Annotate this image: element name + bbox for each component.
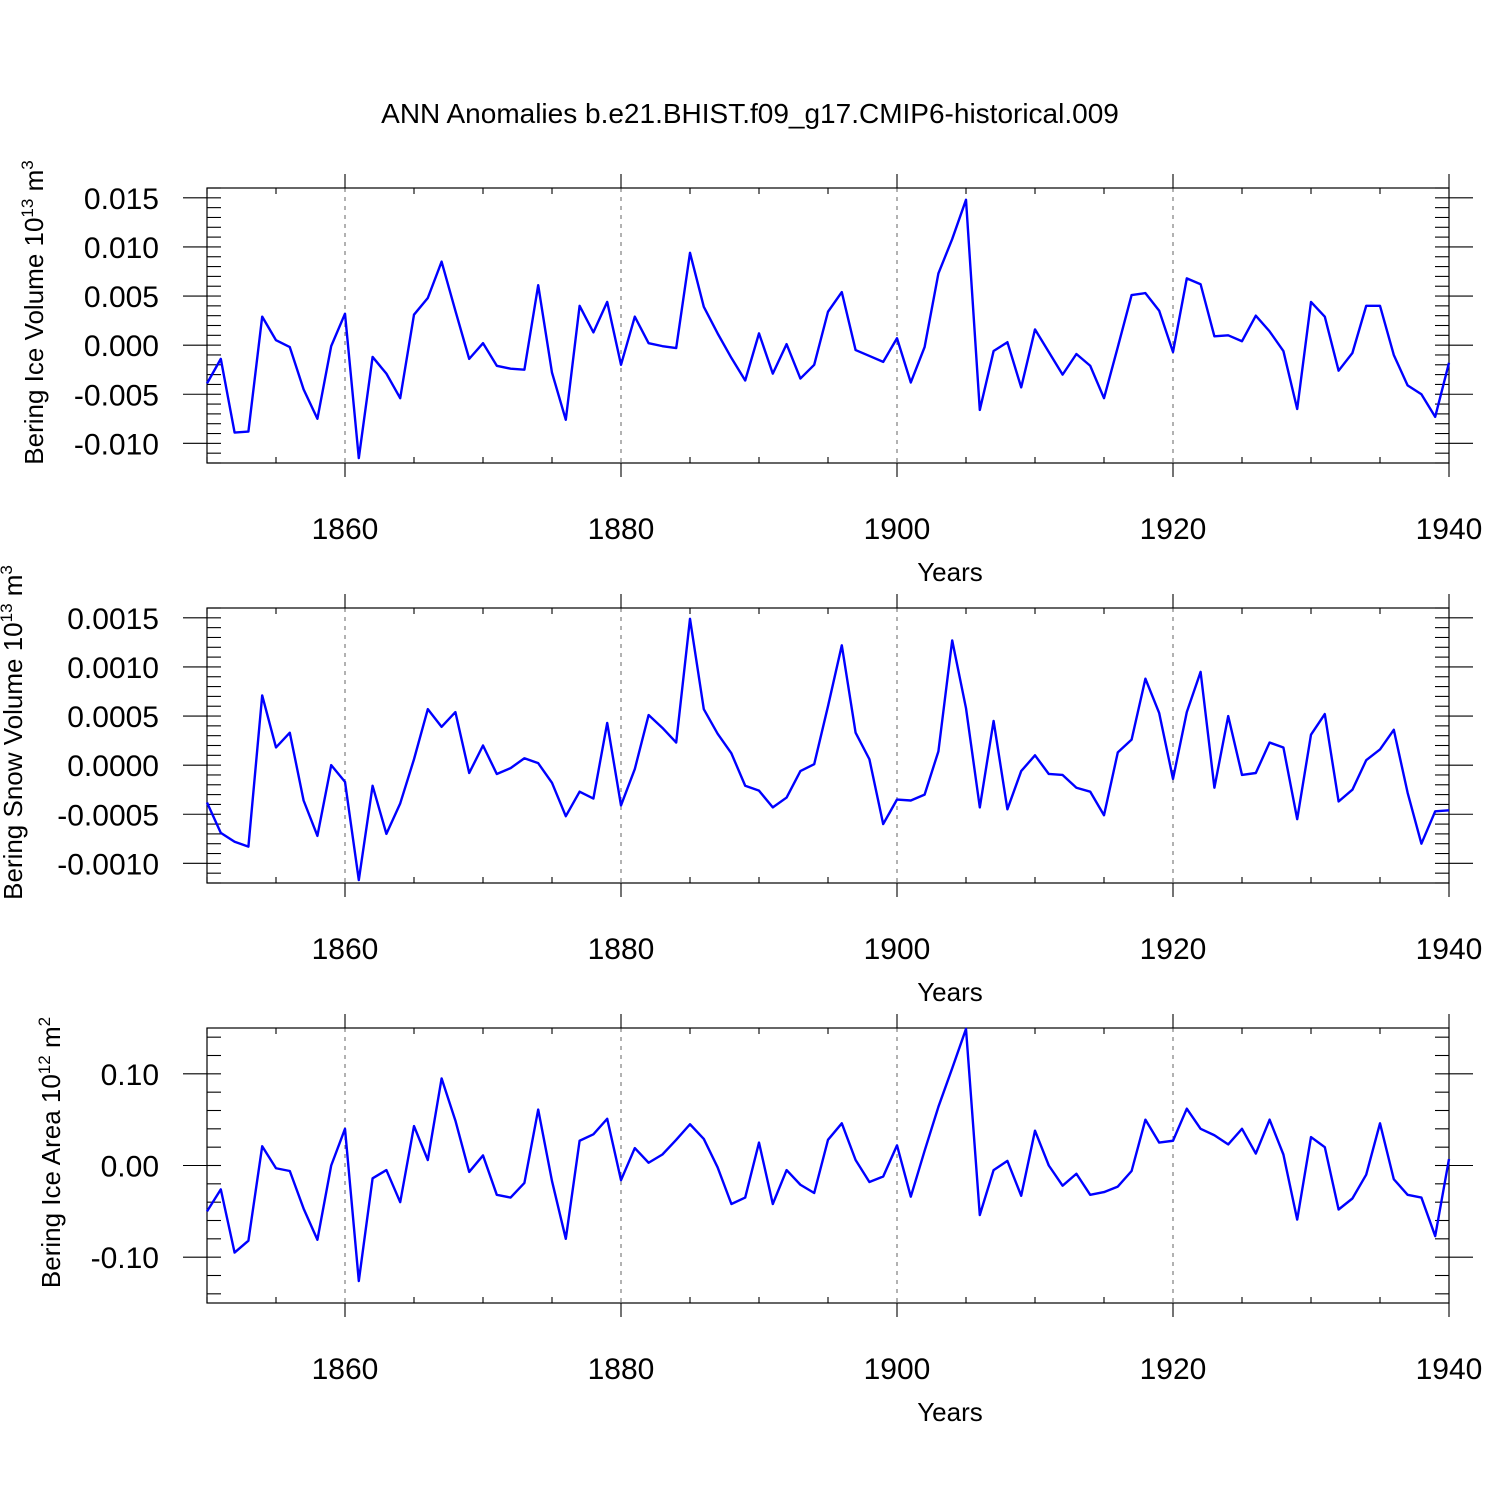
series-line [205, 617, 1450, 882]
x-tick-label: 1880 [588, 513, 655, 546]
y-tick-label: 0.0000 [67, 750, 159, 783]
x-tick-label: 1940 [1416, 933, 1483, 966]
y-tick-label: 0.00 [101, 1151, 159, 1184]
y-tick-label: 0.005 [84, 281, 159, 314]
y-tick-label: -0.0010 [57, 848, 159, 881]
y-axis-label: Bering Ice Area 1012 m2 [35, 1017, 66, 1288]
y-tick-label: -0.010 [74, 428, 159, 461]
x-tick-label: 1920 [1140, 933, 1207, 966]
x-tick-label: 1940 [1416, 1353, 1483, 1386]
y-tick-label: -0.10 [91, 1242, 159, 1275]
x-tick-label: 1880 [588, 1353, 655, 1386]
plot-frame [206, 607, 1450, 884]
y-tick-label: 0.10 [101, 1059, 159, 1092]
x-tick-label: 1900 [864, 513, 931, 546]
plot-frame [206, 1027, 1450, 1304]
x-axis-label: Years [917, 1397, 983, 1427]
x-tick-label: 1860 [312, 933, 379, 966]
x-axis-label: Years [917, 977, 983, 1007]
x-axis-label: Years [917, 557, 983, 587]
y-axis-label: Bering Snow Volume 1013 m3 [0, 565, 28, 900]
x-tick-label: 1860 [312, 1353, 379, 1386]
x-tick-label: 1880 [588, 933, 655, 966]
series-line [205, 1027, 1451, 1283]
y-tick-label: 0.0010 [67, 652, 159, 685]
x-tick-label: 1900 [864, 933, 931, 966]
y-tick-label: -0.0005 [57, 799, 159, 832]
plot-frame [206, 187, 1450, 464]
x-tick-label: 1900 [864, 1353, 931, 1386]
panel-ice-area: 1860 1880 1900 1920 1940 0.10 0.00 -0.10 Years Be… [35, 1014, 1482, 1427]
x-tick-label: 1920 [1140, 513, 1207, 546]
y-tick-label: 0.015 [84, 183, 159, 216]
y-axis-label: Bering Ice Volume 1013 m3 [18, 160, 49, 464]
panel-snow-volume: 1860 1880 1900 1920 1940 0.0015 0.0010 0.0005 0.… [0, 565, 1482, 1007]
y-tick-label: 0.000 [84, 330, 159, 363]
y-tick-label: -0.005 [74, 379, 159, 412]
x-tick-label: 1860 [312, 513, 379, 546]
series-line [205, 198, 1451, 460]
y-tick-label: 0.010 [84, 232, 159, 265]
x-tick-label: 1940 [1416, 513, 1483, 546]
x-tick-label: 1920 [1140, 1353, 1207, 1386]
y-tick-label: 0.0005 [67, 701, 159, 734]
panel-ice-volume: 1860 1880 1900 1920 1940 0.015 0.010 0.005 0.000… [18, 160, 1482, 587]
figure-title: ANN Anomalies b.e21.BHIST.f09_g17.CMIP6-… [381, 98, 1119, 129]
y-tick-label: 0.0015 [67, 603, 159, 636]
